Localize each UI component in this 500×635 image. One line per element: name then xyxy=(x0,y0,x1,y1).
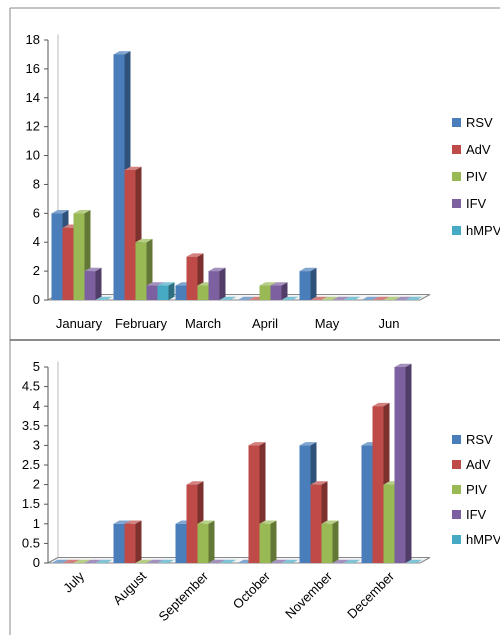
bar-piv-october xyxy=(259,520,277,563)
bar-ifv-october xyxy=(270,559,288,563)
bar-rsv-april xyxy=(237,296,255,300)
bar-ifv-july xyxy=(84,559,102,563)
bar-hmpv-august xyxy=(157,559,175,563)
y-tick-label: 8 xyxy=(33,176,40,191)
bar-adv-jun xyxy=(372,296,390,300)
bar-ifv-november xyxy=(332,559,350,563)
bar-ifv-jun xyxy=(394,296,412,300)
x-tick-label: May xyxy=(315,316,340,331)
bar-ifv-august xyxy=(146,559,164,563)
bar-adv-july xyxy=(62,559,80,563)
legend-swatch-adv xyxy=(452,460,461,469)
bar-hmpv-february xyxy=(157,282,175,300)
y-tick-label: 3.5 xyxy=(22,418,40,433)
bar-ifv-march xyxy=(208,267,226,300)
legend-swatch-adv xyxy=(452,145,461,154)
legend-label-adv: AdV xyxy=(466,142,491,157)
y-tick-label: 1.5 xyxy=(22,496,40,511)
x-tick-label: January xyxy=(56,316,103,331)
y-tick-label: 4 xyxy=(33,398,40,413)
bar-piv-september xyxy=(197,520,215,563)
bar-ifv-september xyxy=(208,559,226,563)
bar-rsv-may xyxy=(299,267,317,300)
bar-hmpv-september xyxy=(219,559,237,563)
bar-ifv-may xyxy=(332,296,350,300)
bar-ifv-april xyxy=(270,282,288,300)
legend-label-hmpv: hMPV xyxy=(466,223,500,238)
legend-label-adv: AdV xyxy=(466,457,491,472)
bar-hmpv-october xyxy=(281,559,299,563)
legend-label-hmpv: hMPV xyxy=(466,532,500,547)
y-tick-label: 2 xyxy=(33,263,40,278)
bar-rsv-jun xyxy=(361,296,379,300)
bar-ifv-december xyxy=(394,363,412,563)
bar-hmpv-may xyxy=(343,296,361,300)
y-tick-label: 0.5 xyxy=(22,535,40,550)
legend-swatch-rsv xyxy=(452,118,461,127)
bar-rsv-july xyxy=(51,559,69,563)
bar-hmpv-jun xyxy=(405,296,423,300)
bar-hmpv-march xyxy=(219,296,237,300)
y-tick-label: 3 xyxy=(33,437,40,452)
legend-label-ifv: IFV xyxy=(466,196,487,211)
x-tick-label: February xyxy=(115,316,168,331)
bar-hmpv-july xyxy=(95,559,113,563)
y-tick-label: 5 xyxy=(33,359,40,374)
y-tick-label: 0 xyxy=(33,292,40,307)
bar-hmpv-november xyxy=(343,559,361,563)
bar-hmpv-december xyxy=(405,559,423,563)
legend-swatch-piv xyxy=(452,485,461,494)
y-tick-label: 16 xyxy=(26,61,40,76)
legend-swatch-ifv xyxy=(452,199,461,208)
y-tick-label: 1 xyxy=(33,516,40,531)
bar-adv-may xyxy=(310,296,328,300)
legend-label-ifv: IFV xyxy=(466,507,487,522)
bar-piv-august xyxy=(135,559,153,563)
legend: RSV AdV PIV IFV hMPV xyxy=(452,115,500,238)
bar-piv-november xyxy=(321,520,339,563)
legend-label-piv: PIV xyxy=(466,482,487,497)
y-tick-label: 0 xyxy=(33,555,40,570)
chart-first-half: 0 2 4 6 8 10 12 14 16 18 January February March April… xyxy=(26,32,500,331)
legend-swatch-hmpv xyxy=(452,226,461,235)
y-tick-label: 4 xyxy=(33,234,40,249)
legend-label-rsv: RSV xyxy=(466,432,493,447)
y-tick-label: 12 xyxy=(26,119,40,134)
bar-piv-jun xyxy=(383,296,401,300)
bar-hmpv-january xyxy=(95,296,113,300)
x-tick-label: March xyxy=(185,316,221,331)
y-tick-label: 14 xyxy=(26,90,40,105)
legend: RSV AdV PIV IFV hMPV xyxy=(452,432,500,547)
x-tick-label: Jun xyxy=(379,316,400,331)
y-tick-label: 18 xyxy=(26,32,40,47)
y-tick-label: 2 xyxy=(33,477,40,492)
x-tick-label: April xyxy=(252,316,278,331)
bar-adv-august xyxy=(124,520,142,563)
legend-label-rsv: RSV xyxy=(466,115,493,130)
y-tick-label: 10 xyxy=(26,148,40,163)
y-tick-label: 4.5 xyxy=(22,379,40,394)
y-tick-label: 6 xyxy=(33,205,40,220)
legend-swatch-hmpv xyxy=(452,535,461,544)
bar-piv-may xyxy=(321,296,339,300)
bar-piv-july xyxy=(73,559,91,563)
legend-label-piv: PIV xyxy=(466,169,487,184)
y-tick-label: 2.5 xyxy=(22,457,40,472)
bar-ifv-january xyxy=(84,267,102,300)
legend-swatch-rsv xyxy=(452,435,461,444)
legend-swatch-piv xyxy=(452,172,461,181)
legend-swatch-ifv xyxy=(452,510,461,519)
bar-hmpv-april xyxy=(281,296,299,300)
